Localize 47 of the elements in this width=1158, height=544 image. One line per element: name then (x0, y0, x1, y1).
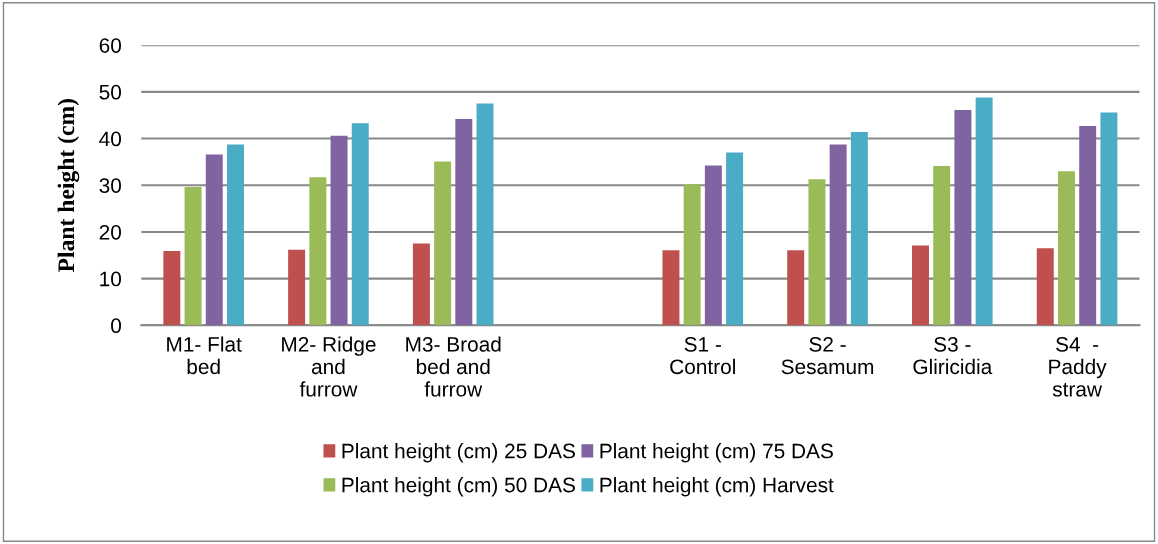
bar (351, 123, 369, 326)
bar (662, 250, 680, 326)
x-tick-label: S2 - Sesamum (781, 336, 874, 375)
bar (412, 243, 430, 326)
bar (455, 118, 473, 326)
bar (1036, 248, 1054, 326)
y-tick-label: 10 (100, 271, 122, 287)
bar (912, 245, 929, 326)
legend-label: Plant height (cm) Harvest (600, 477, 834, 497)
bar (1079, 125, 1097, 326)
x-tick-label: M1- Flat bed (167, 336, 242, 375)
bar (1100, 112, 1118, 326)
bar (330, 135, 348, 326)
x-tick-label: M3- Broad bed and furrow (406, 336, 501, 397)
x-tick-label: S4 - Paddy straw (1049, 336, 1107, 397)
y-axis-title: Plant height (cm) (57, 99, 80, 273)
bar (163, 251, 181, 326)
bar (184, 187, 202, 326)
bar (205, 154, 223, 326)
y-tick-label: 60 (99, 38, 122, 53)
bar (683, 184, 701, 326)
y-tick-label: 30 (99, 178, 122, 193)
legend-label: Plant height (cm) 50 DAS (342, 477, 575, 497)
bar (850, 132, 868, 326)
bar (1057, 171, 1075, 326)
bar (434, 161, 452, 326)
y-tick-label: 50 (99, 84, 122, 100)
legend-label: Plant height (cm) 25 DAS (342, 443, 575, 463)
bar (808, 179, 826, 326)
legend-label: Plant height (cm) 75 DAS (600, 443, 833, 463)
x-tick-label: M2- Ridge and furrow (282, 336, 376, 397)
y-tick-label: 0 (111, 318, 122, 334)
bar (476, 103, 494, 326)
bar (975, 97, 993, 326)
bar (954, 110, 972, 326)
bar (309, 177, 327, 326)
bar (227, 144, 244, 326)
bar (787, 250, 805, 326)
y-tick-label: 20 (99, 224, 122, 240)
bar (726, 152, 744, 326)
y-tick-label: 40 (99, 131, 122, 147)
bar (933, 166, 951, 326)
x-tick-label: S3 - Gliricidia (913, 336, 993, 375)
x-tick-label: S1 - Control (670, 336, 735, 375)
bar (704, 165, 722, 326)
bar (829, 144, 847, 326)
bar (288, 249, 306, 326)
